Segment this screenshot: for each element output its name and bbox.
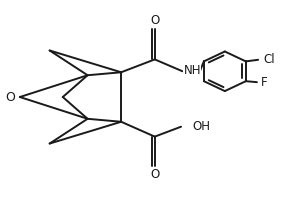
Text: Cl: Cl [263, 53, 275, 66]
Text: F: F [261, 76, 268, 89]
Text: OH: OH [192, 120, 210, 133]
Text: O: O [6, 90, 15, 104]
Text: O: O [150, 14, 159, 27]
Text: O: O [150, 168, 159, 181]
Text: NH: NH [183, 64, 201, 77]
